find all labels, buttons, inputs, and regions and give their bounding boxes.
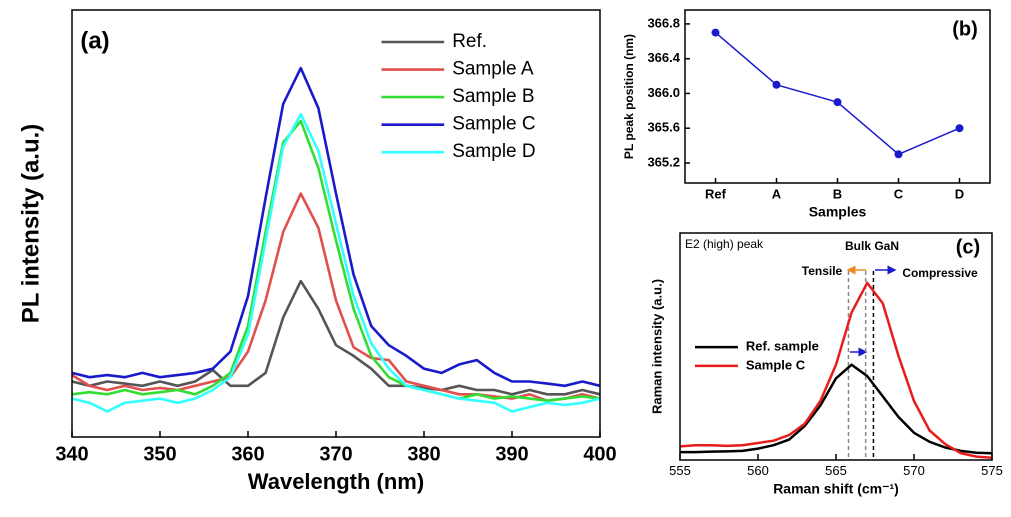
y-axis-label: Raman intensity (a.u.) [649, 279, 664, 414]
x-tick-label: 555 [669, 463, 691, 478]
y-axis-label: PL peak position (nm) [622, 34, 636, 159]
x-axis-label: Raman shift (cm⁻¹) [773, 481, 899, 497]
annotation: Bulk GaN [845, 239, 899, 253]
x-tick-label: 390 [495, 443, 528, 465]
series-line [680, 363, 993, 455]
y-axis-label: PL intensity (a.u.) [17, 124, 44, 324]
series-line [71, 279, 601, 396]
marker [772, 80, 781, 89]
plot-frame [684, 9, 991, 184]
series-line [71, 66, 601, 388]
series-line [71, 192, 601, 402]
x-tick-label: B [833, 186, 842, 201]
legend-label: Sample C [452, 114, 535, 135]
annotation: Tensile [802, 264, 843, 278]
annotation: Compressive [902, 266, 978, 280]
x-axis-label: Wavelength (nm) [248, 469, 424, 494]
marker [833, 98, 842, 107]
series-line [71, 112, 601, 413]
x-tick-label: Ref [705, 186, 727, 201]
x-tick-label: C [894, 186, 904, 201]
y-tick-label: 366.4 [647, 50, 680, 65]
legend-label: Sample C [746, 357, 806, 372]
x-tick-label: 380 [407, 443, 440, 465]
series-line [71, 119, 601, 402]
x-tick-label: 560 [747, 463, 769, 478]
legend-label: Sample D [452, 141, 535, 162]
y-tick-label: 365.2 [647, 154, 680, 169]
x-tick-label: 570 [903, 463, 925, 478]
marker [955, 124, 964, 133]
x-tick-label: 565 [825, 463, 847, 478]
x-tick-label: 370 [319, 443, 352, 465]
x-tick-label: 350 [143, 443, 176, 465]
annotation: E2 (high) peak [685, 237, 764, 251]
x-tick-label: 400 [583, 443, 616, 465]
marker [711, 28, 720, 37]
y-tick-label: 366.0 [647, 85, 680, 100]
series-line [679, 281, 993, 459]
x-tick-label: A [772, 186, 782, 201]
plot-frame [71, 9, 601, 438]
plot-frame [679, 232, 993, 461]
x-tick-label: D [955, 186, 964, 201]
y-tick-label: 366.8 [647, 15, 680, 30]
x-tick-label: 360 [231, 443, 264, 465]
series-line [715, 32, 960, 156]
panel-label: (b) [952, 18, 978, 40]
legend-label: Ref. sample [746, 339, 819, 354]
panel-label: (c) [956, 236, 980, 258]
marker [894, 150, 903, 159]
x-tick-label: 575 [981, 463, 1003, 478]
legend-label: Ref. [452, 31, 487, 52]
x-tick-label: 340 [55, 443, 88, 465]
legend-label: Sample B [452, 86, 534, 107]
panel-label: (a) [80, 27, 109, 54]
x-axis-label: Samples [809, 204, 867, 220]
legend-label: Sample A [452, 59, 534, 80]
y-tick-label: 365.6 [647, 120, 680, 135]
